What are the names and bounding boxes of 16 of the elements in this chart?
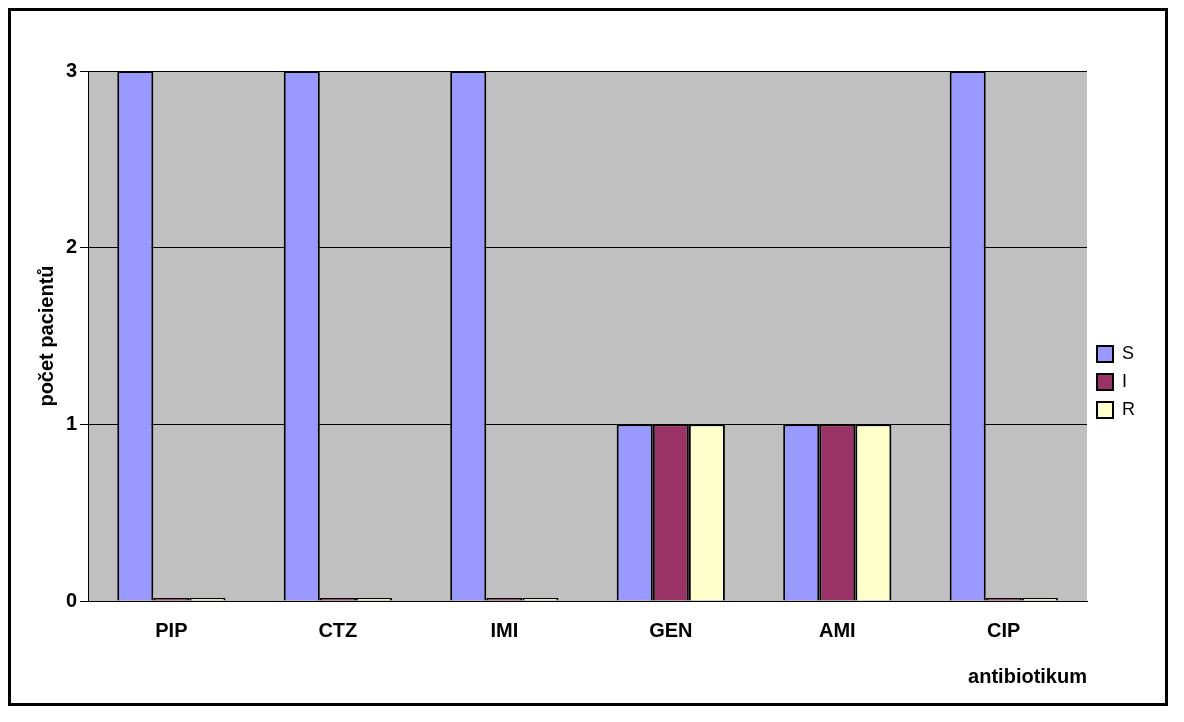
y-axis-title: počet pacientů xyxy=(34,265,57,407)
x-tick-label: IMI xyxy=(490,618,519,641)
x-tick-label: CTZ xyxy=(318,618,358,641)
y-tick-label: 1 xyxy=(66,411,78,434)
legend-label: I xyxy=(1122,370,1128,391)
y-tick-label: 0 xyxy=(66,588,78,611)
legend-label: S xyxy=(1122,342,1135,363)
y-tick-label: 2 xyxy=(66,235,78,258)
x-axis-title: antibiotikum xyxy=(968,664,1087,687)
frame: antibiotikum počet pacientů S I R PIP CTZ IMI GEN AMI CIP 0 1 2 3 xyxy=(8,8,1168,706)
x-tick-label: AMI xyxy=(818,618,856,641)
x-tick-label: CIP xyxy=(987,618,1021,641)
legend-label: R xyxy=(1122,398,1135,419)
x-tick-label: PIP xyxy=(155,618,188,641)
x-tick-label: GEN xyxy=(649,618,693,641)
y-tick-label: 3 xyxy=(66,58,78,81)
